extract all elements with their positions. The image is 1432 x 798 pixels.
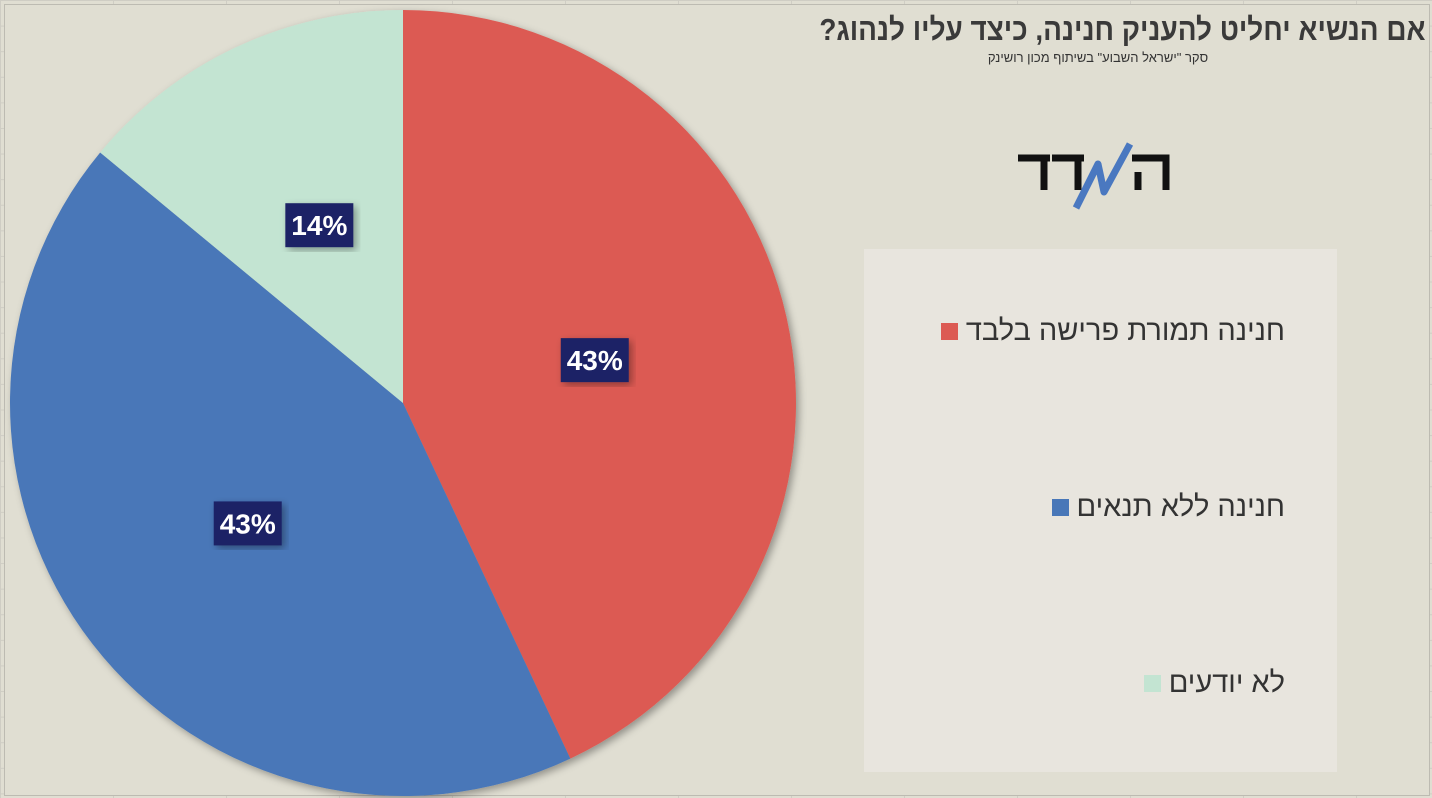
data-label: 43% bbox=[567, 345, 623, 376]
legend-swatch bbox=[1051, 499, 1069, 516]
hamadad-logo bbox=[1018, 142, 1170, 210]
legend-label: חנינה תמורת פרישה בלבד bbox=[965, 315, 1285, 347]
data-label-bg bbox=[213, 501, 282, 546]
pie-slice bbox=[9, 152, 571, 796]
legend-swatch bbox=[940, 323, 958, 340]
legend: חנינה תמורת פרישה בלבד חנינה ללא תנאים ל… bbox=[864, 249, 1337, 772]
data-label: 43% bbox=[220, 508, 276, 539]
legend-item: לא יודעים bbox=[1143, 667, 1285, 700]
pie-slice bbox=[403, 10, 796, 759]
data-label-bg bbox=[560, 338, 629, 383]
pie-slice bbox=[100, 10, 403, 403]
legend-swatch bbox=[1143, 675, 1161, 692]
legend-item: חנינה תמורת פרישה בלבד bbox=[940, 315, 1285, 348]
chart-title: אם הנשיא יחליט להעניק חנינה, כיצד עליו ל… bbox=[819, 12, 1426, 47]
legend-label: חנינה ללא תנאים bbox=[1076, 491, 1286, 523]
data-label: 14% bbox=[291, 210, 347, 241]
data-label-bg bbox=[285, 203, 354, 248]
legend-label: לא יודעים bbox=[1168, 667, 1285, 699]
chart-subtitle: סקר "ישראל השבוע" בשיתוף מכון רושינק bbox=[987, 50, 1209, 65]
legend-item: חנינה ללא תנאים bbox=[1051, 491, 1286, 524]
pie-chart: 43% 43% 14% bbox=[9, 10, 796, 796]
